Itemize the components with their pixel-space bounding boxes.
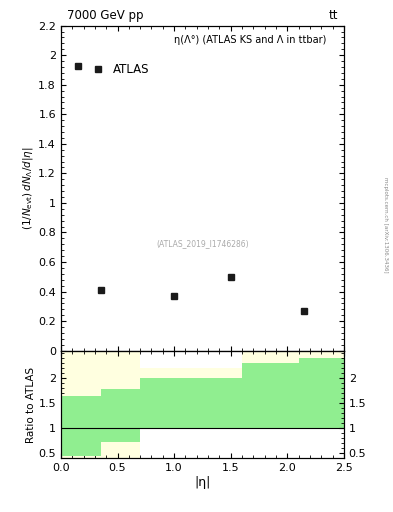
- Bar: [101, 351, 140, 458]
- Y-axis label: Ratio to ATLAS: Ratio to ATLAS: [26, 367, 36, 442]
- X-axis label: |η|: |η|: [194, 476, 211, 489]
- Y-axis label: $(1/N_\mathrm{evt})\,dN_\Lambda/d|\eta|$: $(1/N_\mathrm{evt})\,dN_\Lambda/d|\eta|$: [21, 146, 35, 230]
- Text: η(Λ°) (ATLAS KS and Λ in ttbar): η(Λ°) (ATLAS KS and Λ in ttbar): [174, 35, 327, 46]
- Bar: [101, 389, 140, 442]
- Bar: [140, 378, 191, 428]
- Text: tt: tt: [329, 9, 338, 22]
- Bar: [299, 358, 344, 428]
- Bar: [191, 378, 242, 428]
- ATLAS: [98, 287, 103, 293]
- Bar: [61, 396, 101, 456]
- Bar: [242, 363, 299, 428]
- Bar: [242, 351, 299, 428]
- Line: ATLAS: ATLAS: [74, 62, 308, 314]
- Bar: [299, 351, 344, 428]
- Text: (ATLAS_2019_I1746286): (ATLAS_2019_I1746286): [156, 239, 249, 248]
- ATLAS: [75, 62, 80, 69]
- Text: ATLAS: ATLAS: [113, 63, 150, 76]
- ATLAS: [302, 308, 307, 314]
- Bar: [61, 351, 101, 458]
- Bar: [140, 368, 191, 428]
- Bar: [191, 368, 242, 428]
- Text: 7000 GeV pp: 7000 GeV pp: [66, 9, 143, 22]
- ATLAS: [172, 293, 176, 299]
- Text: mcplots.cern.ch [arXiv:1306.3436]: mcplots.cern.ch [arXiv:1306.3436]: [383, 178, 388, 273]
- ATLAS: [228, 274, 233, 280]
